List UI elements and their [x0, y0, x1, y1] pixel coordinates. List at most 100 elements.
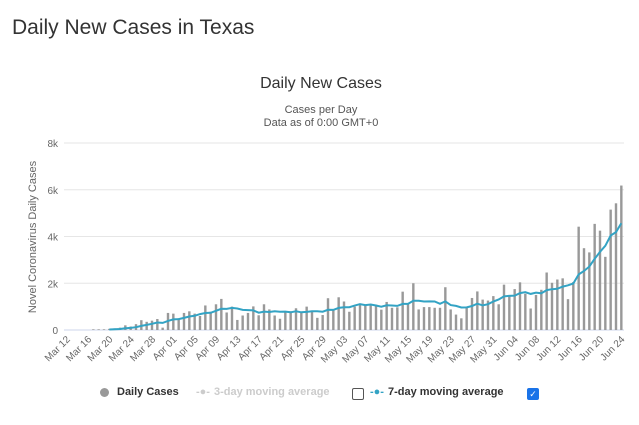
bar	[198, 315, 202, 330]
bar	[241, 315, 244, 330]
bar	[220, 298, 223, 330]
bar	[572, 282, 575, 330]
bar	[161, 327, 164, 330]
bar	[593, 223, 596, 330]
bar	[620, 185, 623, 330]
bar	[428, 307, 431, 330]
y-axis-label: Novel Coronavirus Daily Cases	[27, 160, 39, 313]
legend-daily-cases[interactable]: Daily Cases	[100, 386, 179, 398]
bar	[257, 315, 260, 330]
bar	[390, 307, 394, 330]
y-tick-label: 6k	[47, 186, 59, 197]
bar	[369, 304, 372, 330]
bar	[246, 312, 250, 330]
bar	[97, 329, 100, 330]
bar	[262, 304, 266, 330]
bar	[374, 304, 378, 330]
bar	[310, 311, 314, 330]
bar	[358, 304, 362, 330]
chart-subtitle: Cases per Day	[285, 104, 358, 116]
bar	[524, 293, 527, 330]
bar	[545, 272, 548, 330]
chart-subtitle-date: Data as of 0:00 GMT+0	[264, 117, 379, 129]
bar	[188, 311, 191, 330]
bar	[268, 309, 271, 330]
bar	[150, 320, 154, 330]
y-tick-label: 4k	[47, 233, 59, 244]
bar	[396, 307, 399, 330]
bar	[454, 314, 458, 330]
bar	[492, 296, 495, 330]
bar	[433, 307, 436, 330]
bar	[476, 291, 479, 330]
legend-label: 7-day moving average	[387, 386, 504, 398]
bar	[284, 311, 287, 330]
bar	[204, 305, 207, 330]
bar	[497, 304, 500, 330]
bar	[449, 309, 452, 330]
bar	[502, 284, 506, 330]
7day-average-checkbox[interactable]: ✓	[527, 388, 539, 400]
bar	[342, 301, 346, 330]
bar	[300, 311, 303, 330]
bar	[353, 306, 356, 330]
legend-3day-average[interactable]: -●- 3-day moving average	[196, 386, 330, 398]
bar	[156, 319, 159, 330]
bar	[273, 315, 276, 330]
bar	[561, 278, 564, 330]
bar	[278, 318, 282, 330]
bar	[321, 315, 324, 330]
7day-average-line	[109, 222, 623, 331]
y-tick-label: 0	[52, 326, 58, 337]
bar	[193, 313, 196, 330]
bar	[348, 311, 351, 330]
bar	[172, 313, 175, 330]
bar	[582, 248, 586, 330]
bar	[417, 309, 420, 330]
legend-dot-icon	[100, 387, 109, 397]
bar	[406, 304, 410, 330]
page-title: Daily New Cases in Texas	[12, 16, 255, 39]
bar	[412, 283, 415, 330]
bar	[294, 308, 298, 330]
legend-line-dot-icon: -●-	[370, 386, 384, 398]
bar	[214, 304, 218, 330]
bar	[460, 318, 463, 330]
bar	[518, 282, 522, 330]
bar	[305, 306, 308, 330]
y-tick-label: 8k	[47, 139, 59, 150]
bar	[614, 203, 618, 330]
bar	[465, 306, 468, 330]
bar	[380, 309, 383, 330]
bar	[577, 226, 580, 330]
bar	[444, 287, 447, 330]
bar	[470, 297, 474, 330]
bar	[385, 301, 388, 330]
legend-line-dot-icon: -●-	[196, 386, 210, 398]
bar	[604, 256, 607, 330]
bar	[609, 209, 612, 330]
bar	[513, 289, 516, 330]
bar	[182, 312, 186, 330]
bar	[337, 297, 340, 330]
bar	[598, 230, 602, 330]
bar	[481, 299, 484, 330]
bar	[332, 308, 335, 330]
bar	[534, 294, 538, 330]
chart-title: Daily New Cases	[260, 75, 382, 92]
bar	[556, 279, 559, 330]
legend-7day-average[interactable]: -●- 7-day moving average	[370, 386, 504, 398]
bar	[225, 312, 228, 330]
bar	[177, 318, 180, 330]
bar	[588, 252, 591, 330]
bar	[364, 305, 367, 330]
bar	[401, 291, 404, 330]
bar	[438, 307, 442, 330]
bar	[508, 294, 511, 330]
y-tick-label: 2k	[47, 279, 59, 290]
bar	[540, 289, 543, 330]
bar	[550, 282, 554, 330]
bar	[566, 299, 570, 330]
3day-average-checkbox[interactable]	[352, 388, 364, 400]
